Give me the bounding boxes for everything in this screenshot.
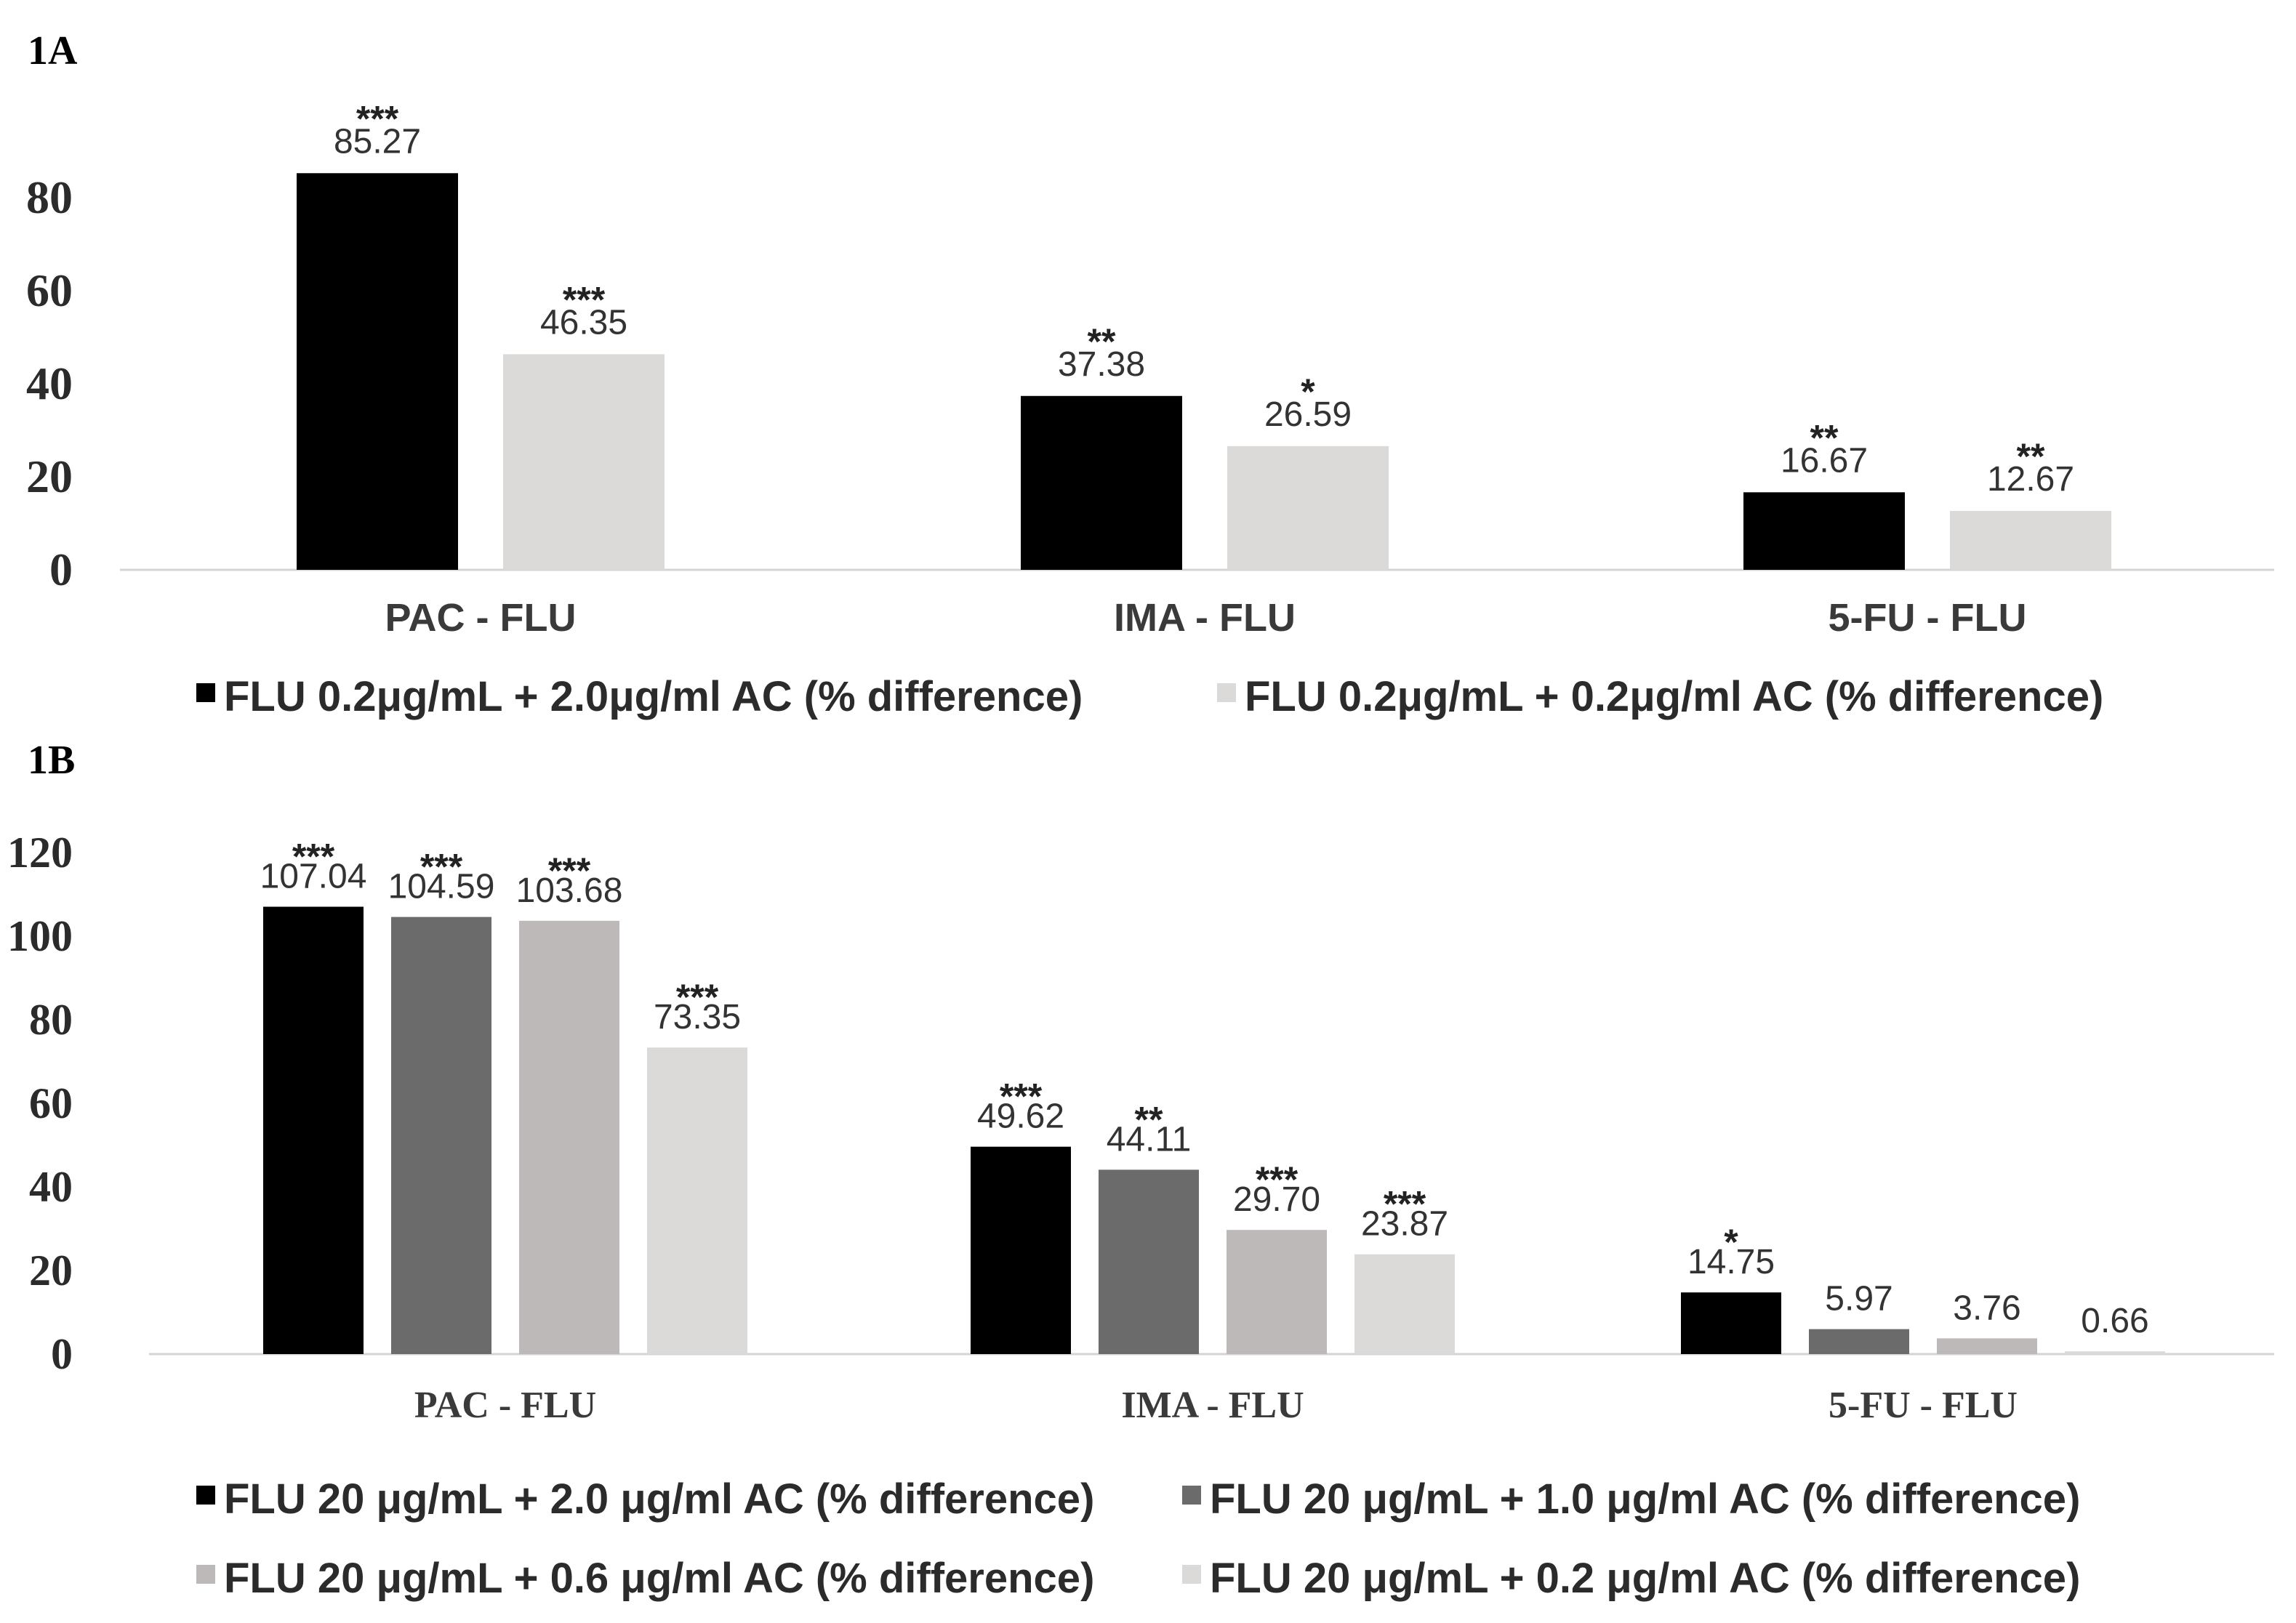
panel-1a-bar <box>503 354 665 570</box>
panel-1b-value-label: 14.75 <box>1687 1243 1775 1281</box>
panel-1a-value-label: 37.38 <box>1058 345 1145 384</box>
panel-1b-bar <box>1227 1230 1327 1354</box>
panel-1a-category-label: PAC - FLU <box>385 596 577 640</box>
panel-1a-ytick: 80 <box>26 172 73 223</box>
panel-1a-bar <box>1950 510 2111 570</box>
panel-1a-ytick: 40 <box>26 358 73 409</box>
panel-1b-significance: *** <box>676 977 719 1018</box>
panel-1b-category-label: PAC - FLU <box>414 1385 596 1426</box>
panel-1b-value-label: 44.11 <box>1107 1120 1192 1159</box>
panel-1b-significance: ** <box>1135 1099 1163 1140</box>
panel-1a-bar <box>297 173 458 571</box>
panel-1a-value-label: 12.67 <box>1987 460 2074 499</box>
panel-1b-legend-swatch <box>196 1486 215 1505</box>
panel-1b-significance: *** <box>1384 1184 1426 1225</box>
panel-1b-bar <box>519 920 619 1354</box>
panel-1b-ytick: 40 <box>29 1163 73 1211</box>
panel-1a-significance: *** <box>563 279 606 320</box>
panel-1a-category-label: 5-FU - FLU <box>1829 596 2027 640</box>
panel-1a-significance: ** <box>1810 417 1839 458</box>
panel-1b-label: 1B <box>28 738 75 783</box>
panel-1b-significance: *** <box>1000 1076 1043 1117</box>
panel-1b-bar <box>1354 1254 1455 1354</box>
panel-1b-legend-swatch <box>1182 1565 1201 1584</box>
panel-1a-legend-label: FLU 0.2μg/mL + 0.2μg/ml AC (% difference… <box>1245 673 2103 720</box>
panel-1b-bar <box>647 1047 747 1354</box>
panel-1b-legend-label: FLU 20 μg/mL + 1.0 μg/ml AC (% differenc… <box>1210 1475 2080 1523</box>
panel-1b-value-label: 5.97 <box>1825 1280 1892 1318</box>
panel-1a-bar <box>1743 492 1905 570</box>
panel-1a-ytick: 0 <box>49 544 73 595</box>
panel-1b-value-label: 104.59 <box>388 868 495 906</box>
panel-1b-legend-swatch <box>196 1565 215 1584</box>
panel-1b-significance: *** <box>1256 1159 1298 1200</box>
panel-1b-value-label: 0.66 <box>2081 1302 2148 1340</box>
panel-1b-bar <box>2065 1351 2165 1354</box>
panel-1a-ytick: 20 <box>26 451 73 502</box>
panel-1b-bar <box>391 917 491 1354</box>
panel-1a-significance: * <box>1301 371 1315 412</box>
panel-1a-bar <box>1227 446 1389 570</box>
panel-1b-legend-label: FLU 20 μg/mL + 0.6 μg/ml AC (% differenc… <box>224 1555 1094 1602</box>
panel-1b-category-label: 5-FU - FLU <box>1829 1385 2018 1426</box>
panel-1b-value-label: 23.87 <box>1361 1205 1448 1244</box>
panel-1b-bar <box>263 906 364 1354</box>
panel-1a-value-label: 46.35 <box>540 303 627 342</box>
panel-1a-ytick: 60 <box>26 265 73 316</box>
panel-1b-ytick: 20 <box>29 1247 73 1294</box>
panel-1b-ytick: 80 <box>29 996 73 1044</box>
panel-1a-value-label: 16.67 <box>1781 441 1868 480</box>
panel-1b-value-label: 29.70 <box>1233 1180 1320 1219</box>
panel-1b-category-label: IMA - FLU <box>1121 1385 1304 1426</box>
panel-1b-ytick: 120 <box>7 829 73 877</box>
panel-1a-label: 1A <box>28 28 78 73</box>
panel-1b-bar <box>971 1146 1071 1354</box>
panel-1b-value-label: 107.04 <box>260 858 367 896</box>
panel-1b-legend-label: FLU 20 μg/mL + 2.0 μg/ml AC (% differenc… <box>224 1475 1094 1523</box>
panel-1a-value-label: 26.59 <box>1264 395 1352 434</box>
panel-1b-value-label: 73.35 <box>654 998 741 1036</box>
panel-1b-significance: *** <box>420 847 463 887</box>
panel-1a-category-label: IMA - FLU <box>1114 596 1296 640</box>
panel-1b-ytick: 100 <box>7 912 73 960</box>
panel-1b-ytick: 0 <box>51 1330 73 1378</box>
panel-1a-legend-swatch <box>1217 683 1236 702</box>
panel-1b-bar <box>1937 1338 2037 1354</box>
panel-1b-significance: * <box>1724 1222 1738 1262</box>
panel-1b-bar <box>1681 1292 1781 1354</box>
panel-1a-significance: ** <box>2017 436 2045 477</box>
panel-1b-value-label: 103.68 <box>516 871 623 910</box>
panel-1b-significance: *** <box>548 850 591 891</box>
panel-1b-bar <box>1099 1169 1199 1354</box>
panel-1a-significance: *** <box>356 98 399 139</box>
panel-1b-legend-label: FLU 20 μg/mL + 0.2 μg/ml AC (% differenc… <box>1210 1555 2080 1602</box>
panel-1a-legend-swatch <box>196 683 215 702</box>
panel-1a-value-label: 85.27 <box>334 122 421 161</box>
panel-1a-significance: ** <box>1088 321 1116 362</box>
panel-1b-significance: *** <box>292 837 335 877</box>
panel-1b-value-label: 3.76 <box>1953 1289 2020 1327</box>
panel-1b-ytick: 60 <box>29 1079 73 1127</box>
panel-1a-bar <box>1021 395 1182 570</box>
panel-1b-legend-swatch <box>1182 1486 1201 1505</box>
panel-1a-legend-label: FLU 0.2μg/mL + 2.0μg/ml AC (% difference… <box>224 673 1083 720</box>
panel-1b-bar <box>1809 1329 1909 1354</box>
panel-1b-value-label: 49.62 <box>977 1098 1064 1136</box>
